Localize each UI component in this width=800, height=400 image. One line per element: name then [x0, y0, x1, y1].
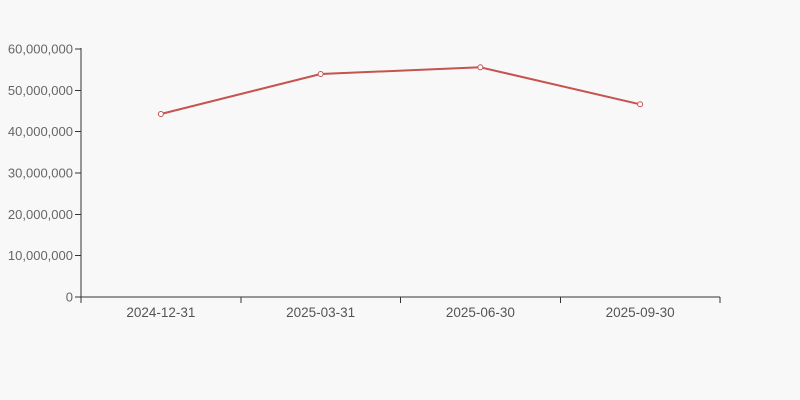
x-tick-label: 2025-06-30	[446, 305, 515, 320]
y-tick-label: 0	[66, 290, 73, 305]
y-tick-label: 40,000,000	[8, 124, 73, 139]
x-tick-label: 2025-09-30	[606, 305, 675, 320]
data-point-marker[interactable]	[317, 71, 324, 78]
y-tick-label: 30,000,000	[8, 166, 73, 181]
data-point-marker[interactable]	[477, 64, 484, 71]
data-point-marker[interactable]	[637, 101, 644, 108]
x-tick-label: 2025-03-31	[286, 305, 355, 320]
y-tick-label: 50,000,000	[8, 83, 73, 98]
y-tick-label: 10,000,000	[8, 248, 73, 263]
data-point-marker[interactable]	[157, 110, 164, 117]
y-tick-label: 20,000,000	[8, 207, 73, 222]
x-tick-label: 2024-12-31	[126, 305, 195, 320]
y-tick-label: 60,000,000	[8, 42, 73, 57]
series-line	[159, 66, 642, 115]
